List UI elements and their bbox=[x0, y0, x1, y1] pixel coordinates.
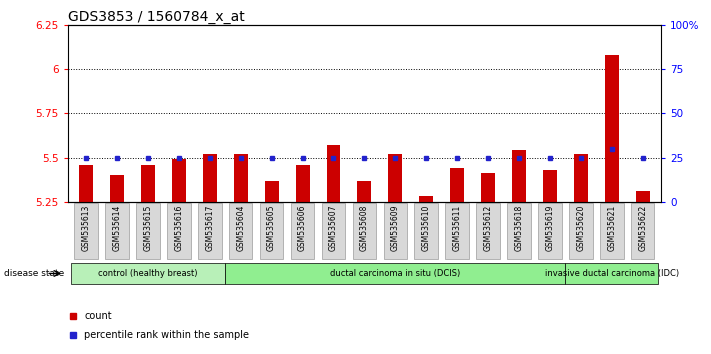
FancyBboxPatch shape bbox=[445, 203, 469, 259]
Text: GSM535611: GSM535611 bbox=[453, 205, 461, 251]
Bar bbox=[605, 55, 619, 202]
Text: disease state: disease state bbox=[4, 269, 64, 278]
FancyBboxPatch shape bbox=[538, 203, 562, 259]
Text: GSM535608: GSM535608 bbox=[360, 205, 369, 251]
FancyBboxPatch shape bbox=[75, 203, 98, 259]
Text: GSM535607: GSM535607 bbox=[329, 205, 338, 251]
Bar bbox=[141, 165, 155, 202]
Bar bbox=[234, 154, 247, 202]
Text: GSM535619: GSM535619 bbox=[545, 205, 555, 251]
FancyBboxPatch shape bbox=[476, 203, 500, 259]
Bar bbox=[450, 168, 464, 202]
Text: percentile rank within the sample: percentile rank within the sample bbox=[84, 330, 249, 340]
FancyBboxPatch shape bbox=[569, 203, 592, 259]
FancyBboxPatch shape bbox=[70, 263, 225, 284]
Text: GSM535610: GSM535610 bbox=[422, 205, 431, 251]
Bar bbox=[543, 170, 557, 202]
FancyBboxPatch shape bbox=[167, 203, 191, 259]
Text: GSM535615: GSM535615 bbox=[144, 205, 152, 251]
Bar bbox=[110, 175, 124, 202]
FancyBboxPatch shape bbox=[225, 263, 565, 284]
Text: GSM535604: GSM535604 bbox=[236, 205, 245, 251]
Text: invasive ductal carcinoma (IDC): invasive ductal carcinoma (IDC) bbox=[545, 269, 679, 278]
Text: GSM535613: GSM535613 bbox=[82, 205, 90, 251]
Bar bbox=[358, 181, 371, 202]
FancyBboxPatch shape bbox=[260, 203, 284, 259]
Text: count: count bbox=[84, 311, 112, 321]
FancyBboxPatch shape bbox=[198, 203, 222, 259]
FancyBboxPatch shape bbox=[415, 203, 438, 259]
Text: GSM535616: GSM535616 bbox=[174, 205, 183, 251]
Bar bbox=[296, 165, 309, 202]
Text: GSM535614: GSM535614 bbox=[112, 205, 122, 251]
FancyBboxPatch shape bbox=[383, 203, 407, 259]
FancyBboxPatch shape bbox=[229, 203, 252, 259]
Bar bbox=[636, 191, 650, 202]
Bar bbox=[79, 165, 93, 202]
Text: GSM535620: GSM535620 bbox=[577, 205, 585, 251]
Bar bbox=[481, 173, 495, 202]
FancyBboxPatch shape bbox=[507, 203, 530, 259]
FancyBboxPatch shape bbox=[565, 263, 658, 284]
Text: GSM535606: GSM535606 bbox=[298, 205, 307, 251]
Text: ductal carcinoma in situ (DCIS): ductal carcinoma in situ (DCIS) bbox=[330, 269, 461, 278]
Bar bbox=[388, 154, 402, 202]
FancyBboxPatch shape bbox=[321, 203, 346, 259]
Bar bbox=[419, 196, 433, 202]
Bar bbox=[203, 154, 217, 202]
FancyBboxPatch shape bbox=[291, 203, 314, 259]
Text: control (healthy breast): control (healthy breast) bbox=[98, 269, 198, 278]
Text: GSM535612: GSM535612 bbox=[483, 205, 493, 251]
FancyBboxPatch shape bbox=[137, 203, 160, 259]
Text: GDS3853 / 1560784_x_at: GDS3853 / 1560784_x_at bbox=[68, 10, 245, 24]
Bar bbox=[326, 145, 341, 202]
Text: GSM535609: GSM535609 bbox=[391, 205, 400, 251]
Bar bbox=[574, 154, 588, 202]
Bar bbox=[172, 159, 186, 202]
FancyBboxPatch shape bbox=[105, 203, 129, 259]
FancyBboxPatch shape bbox=[353, 203, 376, 259]
Bar bbox=[264, 181, 279, 202]
Text: GSM535621: GSM535621 bbox=[607, 205, 616, 251]
Text: GSM535622: GSM535622 bbox=[638, 205, 647, 251]
Text: GSM535618: GSM535618 bbox=[515, 205, 523, 251]
FancyBboxPatch shape bbox=[600, 203, 624, 259]
Text: GSM535617: GSM535617 bbox=[205, 205, 214, 251]
FancyBboxPatch shape bbox=[631, 203, 654, 259]
Bar bbox=[512, 150, 526, 202]
Text: GSM535605: GSM535605 bbox=[267, 205, 276, 251]
